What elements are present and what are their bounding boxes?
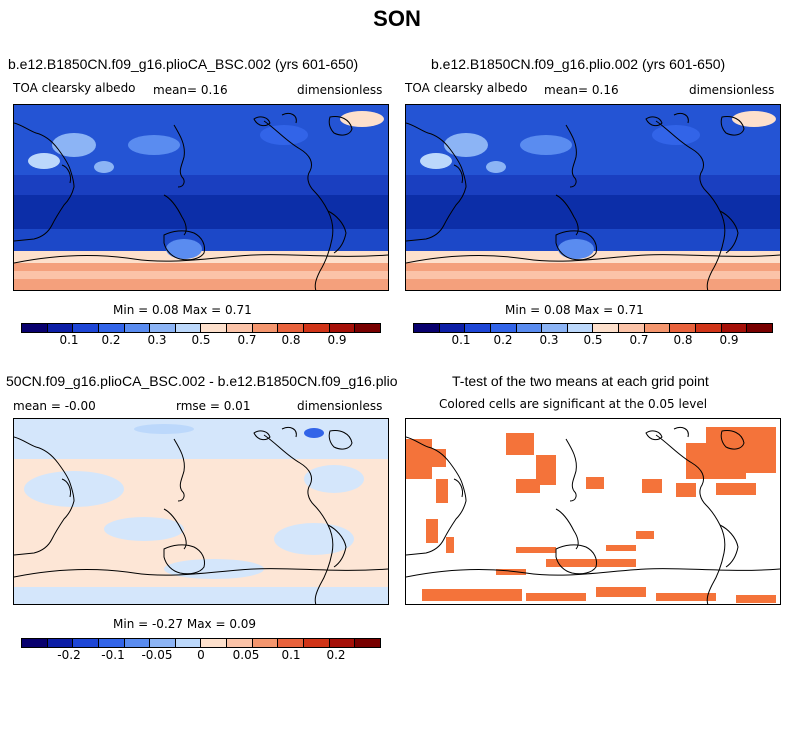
colorbar-cell — [490, 324, 517, 332]
colorbar-cell — [516, 324, 543, 332]
figure-title: SON — [373, 6, 421, 31]
panel2-tick: 0.5 — [583, 333, 603, 347]
colorbar-cell — [696, 324, 722, 332]
panel2-tick: 0.3 — [539, 333, 559, 347]
colorbar-cell — [252, 639, 279, 647]
panel1-tick: 0.7 — [237, 333, 257, 347]
colorbar-cell — [124, 324, 151, 332]
colorbar-cell — [22, 639, 48, 647]
panel1-units: dimensionless — [297, 83, 383, 97]
colorbar-cell — [252, 324, 279, 332]
colorbar-cell — [747, 324, 772, 332]
panel3-tick: -0.1 — [101, 648, 125, 662]
panel3-tick: 0.1 — [281, 648, 301, 662]
panel2-tick: 0.2 — [493, 333, 513, 347]
colorbar-cell — [465, 324, 491, 332]
panel2-stats: Min = 0.08 Max = 0.71 — [505, 303, 644, 317]
colorbar-cell — [278, 639, 305, 647]
colorbar-cell — [175, 324, 202, 332]
panel4-subtitle: Colored cells are significant at the 0.0… — [439, 397, 708, 411]
panel1-map — [13, 104, 389, 291]
panel2-map — [405, 104, 781, 291]
colorbar-cell — [721, 324, 748, 332]
colorbar-cell — [355, 324, 380, 332]
panel3-map — [13, 418, 389, 605]
colorbar-cell — [98, 324, 125, 332]
panel2-mean: mean= 0.16 — [544, 83, 619, 97]
colorbar-cell — [670, 324, 697, 332]
colorbar-cell — [227, 324, 253, 332]
panel2-variable: TOA clearsky albedo — [405, 81, 528, 95]
panel3-stats: Min = -0.27 Max = 0.09 — [113, 617, 257, 631]
colorbar-cell — [304, 639, 330, 647]
panel2-tick: 0.8 — [673, 333, 693, 347]
colorbar-cell — [567, 324, 594, 332]
panel1-stats: Min = 0.08 Max = 0.71 — [113, 303, 252, 317]
panel3-mean: mean = -0.00 — [13, 399, 96, 413]
panel1-variable: TOA clearsky albedo — [13, 81, 136, 95]
panel1-tick: 0.3 — [147, 333, 167, 347]
colorbar-cell — [329, 324, 356, 332]
colorbar-cell — [414, 324, 440, 332]
colorbar-cell — [47, 324, 74, 332]
panel1-tick: 0.5 — [191, 333, 211, 347]
colorbar-cell — [227, 639, 253, 647]
colorbar-cell — [619, 324, 645, 332]
colorbar-cell — [175, 639, 202, 647]
colorbar-cell — [278, 324, 305, 332]
panel2-tick: 0.1 — [451, 333, 471, 347]
panel4-map — [405, 418, 781, 605]
colorbar-cell — [150, 639, 176, 647]
colorbar-cell — [542, 324, 568, 332]
panel2-title: b.e12.B1850CN.f09_g16.plio.002 (yrs 601-… — [431, 56, 726, 72]
colorbar-cell — [98, 639, 125, 647]
panel3-units: dimensionless — [297, 399, 383, 413]
panel1-tick: 0.8 — [281, 333, 301, 347]
colorbar-cell — [329, 639, 356, 647]
colorbar-cell — [47, 639, 74, 647]
colorbar-cell — [593, 324, 620, 332]
panel2-colorbar: 0.1 0.2 0.3 0.5 0.7 0.8 0.9 — [413, 323, 773, 347]
colorbar-cell — [73, 639, 99, 647]
colorbar-cell — [124, 639, 151, 647]
panel4-title: T-test of the two means at each grid poi… — [452, 373, 709, 389]
colorbar-cell — [150, 324, 176, 332]
panel3-title: 50CN.f09_g16.plioCA_BSC.002 - b.e12.B185… — [6, 373, 398, 389]
panel3-colorbar: -0.2 -0.1 -0.05 0 0.05 0.1 0.2 — [21, 638, 381, 662]
colorbar-cell — [439, 324, 466, 332]
panel3-tick: 0.05 — [232, 648, 260, 662]
panel3-tick: 0 — [197, 648, 205, 662]
panel3-tick: -0.2 — [57, 648, 81, 662]
colorbar-cell — [22, 324, 48, 332]
panel1-mean: mean= 0.16 — [153, 83, 228, 97]
panel1-tick: 0.2 — [101, 333, 121, 347]
panel3-rmse: rmse = 0.01 — [176, 399, 251, 413]
colorbar-cell — [201, 639, 228, 647]
panel2-units: dimensionless — [689, 83, 775, 97]
panel1-tick: 0.1 — [59, 333, 79, 347]
colorbar-cell — [73, 324, 99, 332]
panel1-tick: 0.9 — [327, 333, 347, 347]
colorbar-cell — [304, 324, 330, 332]
colorbar-cell — [201, 324, 228, 332]
panel1-title: b.e12.B1850CN.f09_g16.plioCA_BSC.002 (yr… — [8, 56, 359, 72]
panel2-tick: 0.7 — [629, 333, 649, 347]
panel2-tick: 0.9 — [719, 333, 739, 347]
panel1-colorbar: 0.1 0.2 0.3 0.5 0.7 0.8 0.9 — [21, 323, 381, 347]
panel3-tick: 0.2 — [326, 648, 346, 662]
colorbar-cell — [355, 639, 380, 647]
panel3-tick: -0.05 — [141, 648, 173, 662]
colorbar-cell — [644, 324, 671, 332]
